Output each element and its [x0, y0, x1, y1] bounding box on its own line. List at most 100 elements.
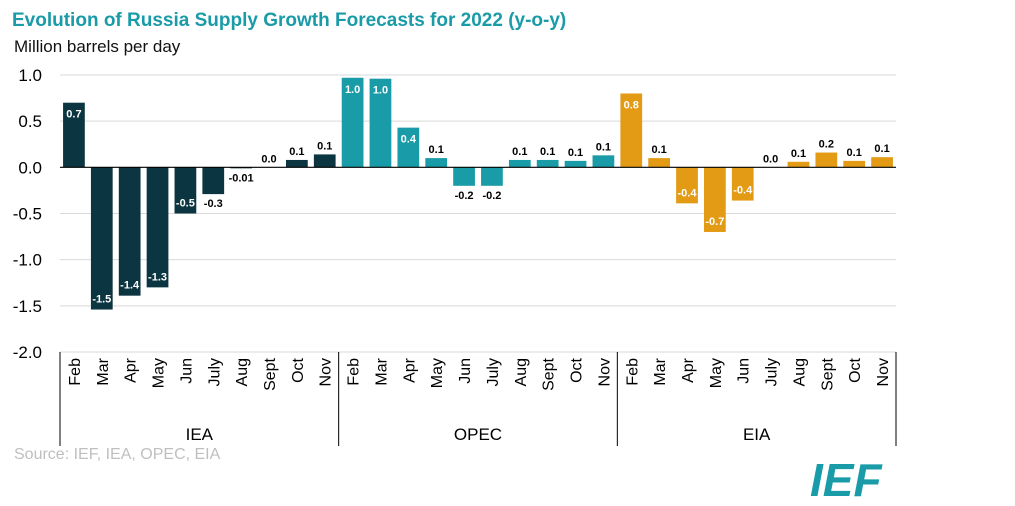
- y-tick-label: -1.0: [13, 251, 42, 270]
- category-label: May: [429, 358, 446, 388]
- bar: [787, 161, 810, 168]
- bar: [620, 93, 643, 168]
- category-label: Jun: [736, 358, 753, 384]
- category-label: Mar: [652, 357, 669, 385]
- data-label: 0.1: [429, 144, 444, 156]
- group-label: OPEC: [454, 425, 502, 444]
- bar: [508, 159, 531, 168]
- category-label: Sept: [262, 357, 279, 390]
- data-label: 0.1: [847, 147, 862, 159]
- data-label: 0.1: [540, 146, 555, 158]
- data-label: -0.3: [204, 198, 223, 210]
- group-label: IEA: [186, 425, 214, 444]
- category-label: May: [151, 358, 168, 388]
- category-label: Nov: [596, 358, 613, 386]
- bar: [90, 167, 113, 310]
- category-label: Sept: [541, 357, 558, 390]
- category-label: Oct: [847, 357, 864, 382]
- category-label: Jun: [457, 358, 474, 384]
- bar: [481, 167, 503, 186]
- y-tick-label: 0.5: [18, 112, 42, 131]
- data-label: 0.8: [624, 99, 639, 111]
- category-label: July: [485, 358, 502, 386]
- chart-title: Evolution of Russia Supply Growth Foreca…: [12, 10, 567, 31]
- category-label: Aug: [791, 358, 808, 386]
- data-label: 0.1: [596, 141, 611, 153]
- bar: [397, 127, 420, 168]
- bar: [146, 167, 169, 288]
- data-label: 0.0: [763, 153, 778, 165]
- y-tick-label: 0.0: [18, 158, 42, 177]
- data-label: -0.2: [482, 190, 501, 202]
- data-label: -0.2: [455, 190, 474, 202]
- category-label: Aug: [513, 358, 530, 386]
- category-label: Oct: [569, 357, 586, 382]
- category-label: Apr: [123, 357, 140, 383]
- y-tick-label: -2.0: [13, 343, 42, 362]
- data-label: 0.1: [289, 146, 304, 158]
- data-label: -0.01: [229, 172, 254, 184]
- category-label: Nov: [318, 358, 335, 386]
- category-label: July: [764, 358, 781, 386]
- category-label: Apr: [680, 357, 697, 383]
- bar: [536, 159, 559, 168]
- bar: [676, 167, 698, 204]
- category-label: May: [708, 358, 725, 388]
- logo-text: IEF: [810, 456, 883, 502]
- bar: [63, 102, 85, 168]
- source-note: Source: IEF, IEA, OPEC, EIA: [14, 446, 221, 463]
- data-label: 0.2: [819, 139, 834, 151]
- data-label: -0.4: [678, 187, 698, 199]
- category-label: Oct: [290, 357, 307, 382]
- bar: [815, 152, 838, 168]
- bar: [425, 158, 448, 168]
- data-label: 0.4: [401, 134, 417, 146]
- y-axis-unit-label: Million barrels per day: [14, 37, 181, 56]
- data-label: 0.7: [66, 109, 81, 121]
- y-tick-label: -0.5: [13, 205, 42, 224]
- category-label: Sept: [819, 357, 836, 390]
- category-label: Feb: [67, 358, 84, 386]
- bar: [871, 157, 893, 168]
- group-label: EIA: [743, 425, 771, 444]
- bar: [341, 77, 364, 168]
- category-label: Aug: [234, 358, 251, 386]
- data-label: 1.0: [373, 85, 388, 97]
- bar: [313, 154, 336, 168]
- data-label: -0.4: [733, 185, 753, 197]
- data-label: -1.4: [120, 280, 140, 292]
- category-label: Jun: [178, 358, 195, 384]
- data-label: -0.5: [176, 198, 195, 210]
- bar: [285, 159, 308, 168]
- bar: [202, 167, 225, 195]
- data-label: 0.1: [512, 146, 527, 158]
- bar: [731, 167, 754, 201]
- bar: [648, 158, 671, 168]
- bar: [369, 78, 392, 168]
- data-label: 0.1: [651, 144, 666, 156]
- data-label: 0.1: [874, 143, 889, 155]
- bar: [453, 167, 475, 186]
- y-tick-label: 1.0: [18, 66, 42, 85]
- y-tick-label: -1.5: [13, 297, 42, 316]
- bar: [592, 155, 615, 168]
- bar: [118, 167, 141, 296]
- bar: [703, 167, 726, 232]
- category-label: Mar: [373, 357, 390, 385]
- bar: [174, 167, 197, 214]
- data-label: -1.3: [148, 271, 167, 283]
- bar: [564, 160, 587, 168]
- data-label: 0.1: [317, 140, 332, 152]
- data-label: 0.1: [568, 147, 583, 159]
- category-label: Feb: [346, 358, 363, 386]
- data-label: 1.0: [345, 84, 360, 96]
- category-label: Apr: [401, 357, 418, 383]
- category-label: Mar: [95, 357, 112, 385]
- bar: [843, 160, 866, 168]
- category-label: Feb: [624, 358, 641, 386]
- data-label: 0.1: [791, 148, 806, 160]
- data-label: 0.0: [261, 153, 276, 165]
- category-label: July: [206, 358, 223, 386]
- category-label: Nov: [875, 358, 892, 386]
